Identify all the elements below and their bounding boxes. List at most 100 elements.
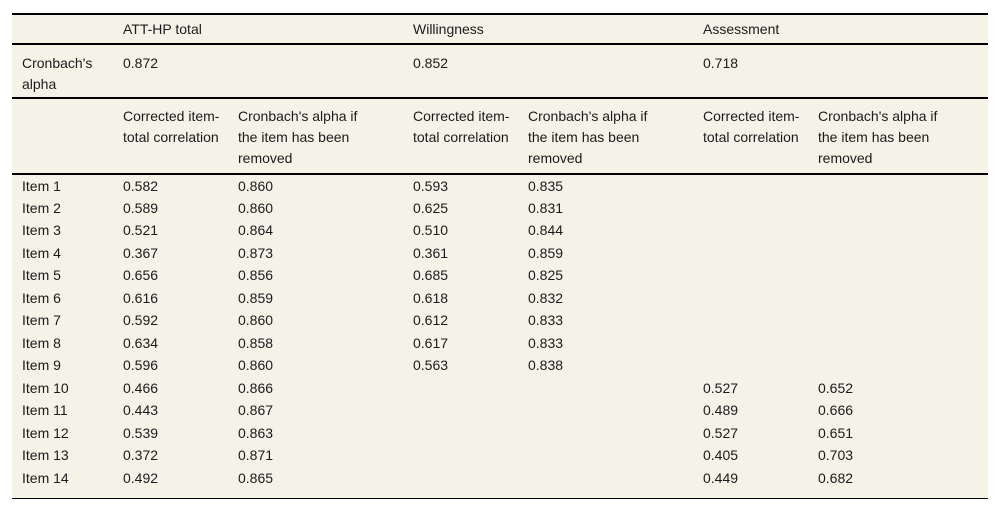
table-row: Item 10 0.466 0.866 0.527 0.652: [12, 377, 988, 400]
alpha-value-assessment: 0.718: [703, 55, 739, 71]
table-row: Item 13 0.372 0.871 0.405 0.703: [12, 444, 988, 467]
value-cell: 0.860: [238, 312, 274, 329]
table-row: Item 14 0.492 0.865 0.449 0.682: [12, 467, 988, 490]
alpha-value-willingness: 0.852: [413, 55, 449, 71]
value-cell: 0.582: [123, 177, 159, 194]
value-cell: 0.593: [413, 177, 449, 194]
value-cell: 0.651: [818, 424, 854, 441]
item-label: Item 10: [22, 379, 69, 396]
alpha-value-att-hp: 0.872: [123, 55, 159, 71]
value-cell: [818, 287, 988, 310]
item-label: Item 1: [22, 177, 61, 194]
value-cell: [818, 354, 988, 377]
value-cell: 0.634: [123, 334, 159, 351]
value-cell: 0.652: [818, 379, 854, 396]
subheader-corrected-willingness: Corrected item-total correlation: [413, 108, 510, 145]
item-label: Item 9: [22, 357, 61, 374]
subheader-empty-cell: [12, 98, 123, 174]
value-cell: 0.682: [818, 469, 854, 486]
item-label: Item 2: [22, 199, 61, 216]
value-cell: 0.873: [238, 244, 274, 261]
item-label: Item 7: [22, 312, 61, 329]
value-cell: 0.372: [123, 447, 159, 464]
value-cell: [703, 264, 818, 287]
corner-cell: [12, 14, 123, 44]
value-cell: 0.825: [528, 267, 564, 284]
value-cell: 0.589: [123, 199, 159, 216]
value-cell: [818, 332, 988, 355]
value-cell: [528, 444, 703, 467]
value-cell: 0.833: [528, 334, 564, 351]
subheader-removed-att-hp: Cronbach's alpha if the item has been re…: [238, 108, 358, 166]
subheader-corrected-assessment: Corrected item-total correlation: [703, 108, 800, 145]
value-cell: 0.656: [123, 267, 159, 284]
reliability-table: ATT-HP total Willingness Assessment Cron…: [12, 13, 988, 499]
item-label: Item 6: [22, 289, 61, 306]
construct-header-assessment: Assessment: [703, 21, 780, 37]
value-cell: 0.856: [238, 267, 274, 284]
value-cell: [818, 219, 988, 242]
value-cell: 0.859: [528, 244, 564, 261]
value-cell: 0.685: [413, 267, 449, 284]
item-label: Item 14: [22, 469, 69, 486]
item-label: Item 4: [22, 244, 61, 261]
table-row: Item 8 0.634 0.858 0.617 0.833: [12, 332, 988, 355]
value-cell: 0.832: [528, 289, 564, 306]
value-cell: [703, 242, 818, 265]
value-cell: [413, 377, 528, 400]
value-cell: [703, 197, 818, 220]
value-cell: 0.521: [123, 222, 159, 239]
value-cell: 0.858: [238, 334, 274, 351]
value-cell: [413, 467, 528, 490]
value-cell: 0.510: [413, 222, 449, 239]
value-cell: [703, 332, 818, 355]
item-label: Item 12: [22, 424, 69, 441]
value-cell: [703, 354, 818, 377]
construct-header-att-hp-total: ATT-HP total: [123, 21, 202, 37]
cronbach-alpha-row: Cronbach's alpha 0.872 0.852 0.718: [12, 44, 988, 98]
value-cell: 0.617: [413, 334, 449, 351]
table-row: Item 5 0.656 0.856 0.685 0.825: [12, 264, 988, 287]
table-row: Item 3 0.521 0.864 0.510 0.844: [12, 219, 988, 242]
bottom-spacer-cell: [12, 489, 988, 498]
table-row: Item 9 0.596 0.860 0.563 0.838: [12, 354, 988, 377]
table-row: Item 11 0.443 0.867 0.489 0.666: [12, 399, 988, 422]
subheader-row: Corrected item-total correlation Cronbac…: [12, 98, 988, 174]
value-cell: [818, 197, 988, 220]
value-cell: [413, 399, 528, 422]
value-cell: [818, 174, 988, 197]
value-cell: [818, 264, 988, 287]
value-cell: 0.863: [238, 424, 274, 441]
value-cell: 0.844: [528, 222, 564, 239]
item-label: Item 3: [22, 222, 61, 239]
value-cell: [818, 242, 988, 265]
value-cell: 0.361: [413, 244, 449, 261]
value-cell: 0.703: [818, 447, 854, 464]
value-cell: 0.563: [413, 357, 449, 374]
item-label: Item 8: [22, 334, 61, 351]
subheader-corrected-att-hp: Corrected item-total correlation: [123, 108, 220, 145]
value-cell: 0.835: [528, 177, 564, 194]
value-cell: [413, 444, 528, 467]
value-cell: 0.871: [238, 447, 274, 464]
value-cell: 0.539: [123, 424, 159, 441]
table-row: Item 7 0.592 0.860 0.612 0.833: [12, 309, 988, 332]
value-cell: [528, 377, 703, 400]
subheader-removed-willingness: Cronbach's alpha if the item has been re…: [528, 108, 648, 166]
item-label: Item 13: [22, 447, 69, 464]
value-cell: [703, 287, 818, 310]
value-cell: 0.367: [123, 244, 159, 261]
value-cell: [703, 309, 818, 332]
value-cell: [703, 219, 818, 242]
value-cell: [413, 422, 528, 445]
value-cell: 0.838: [528, 357, 564, 374]
value-cell: 0.596: [123, 357, 159, 374]
cronbach-alpha-row-label: Cronbach's alpha: [22, 55, 93, 92]
value-cell: [528, 422, 703, 445]
value-cell: 0.831: [528, 199, 564, 216]
value-cell: 0.443: [123, 402, 159, 419]
value-cell: 0.859: [238, 289, 274, 306]
table-row: Item 6 0.616 0.859 0.618 0.832: [12, 287, 988, 310]
value-cell: 0.866: [238, 379, 274, 396]
